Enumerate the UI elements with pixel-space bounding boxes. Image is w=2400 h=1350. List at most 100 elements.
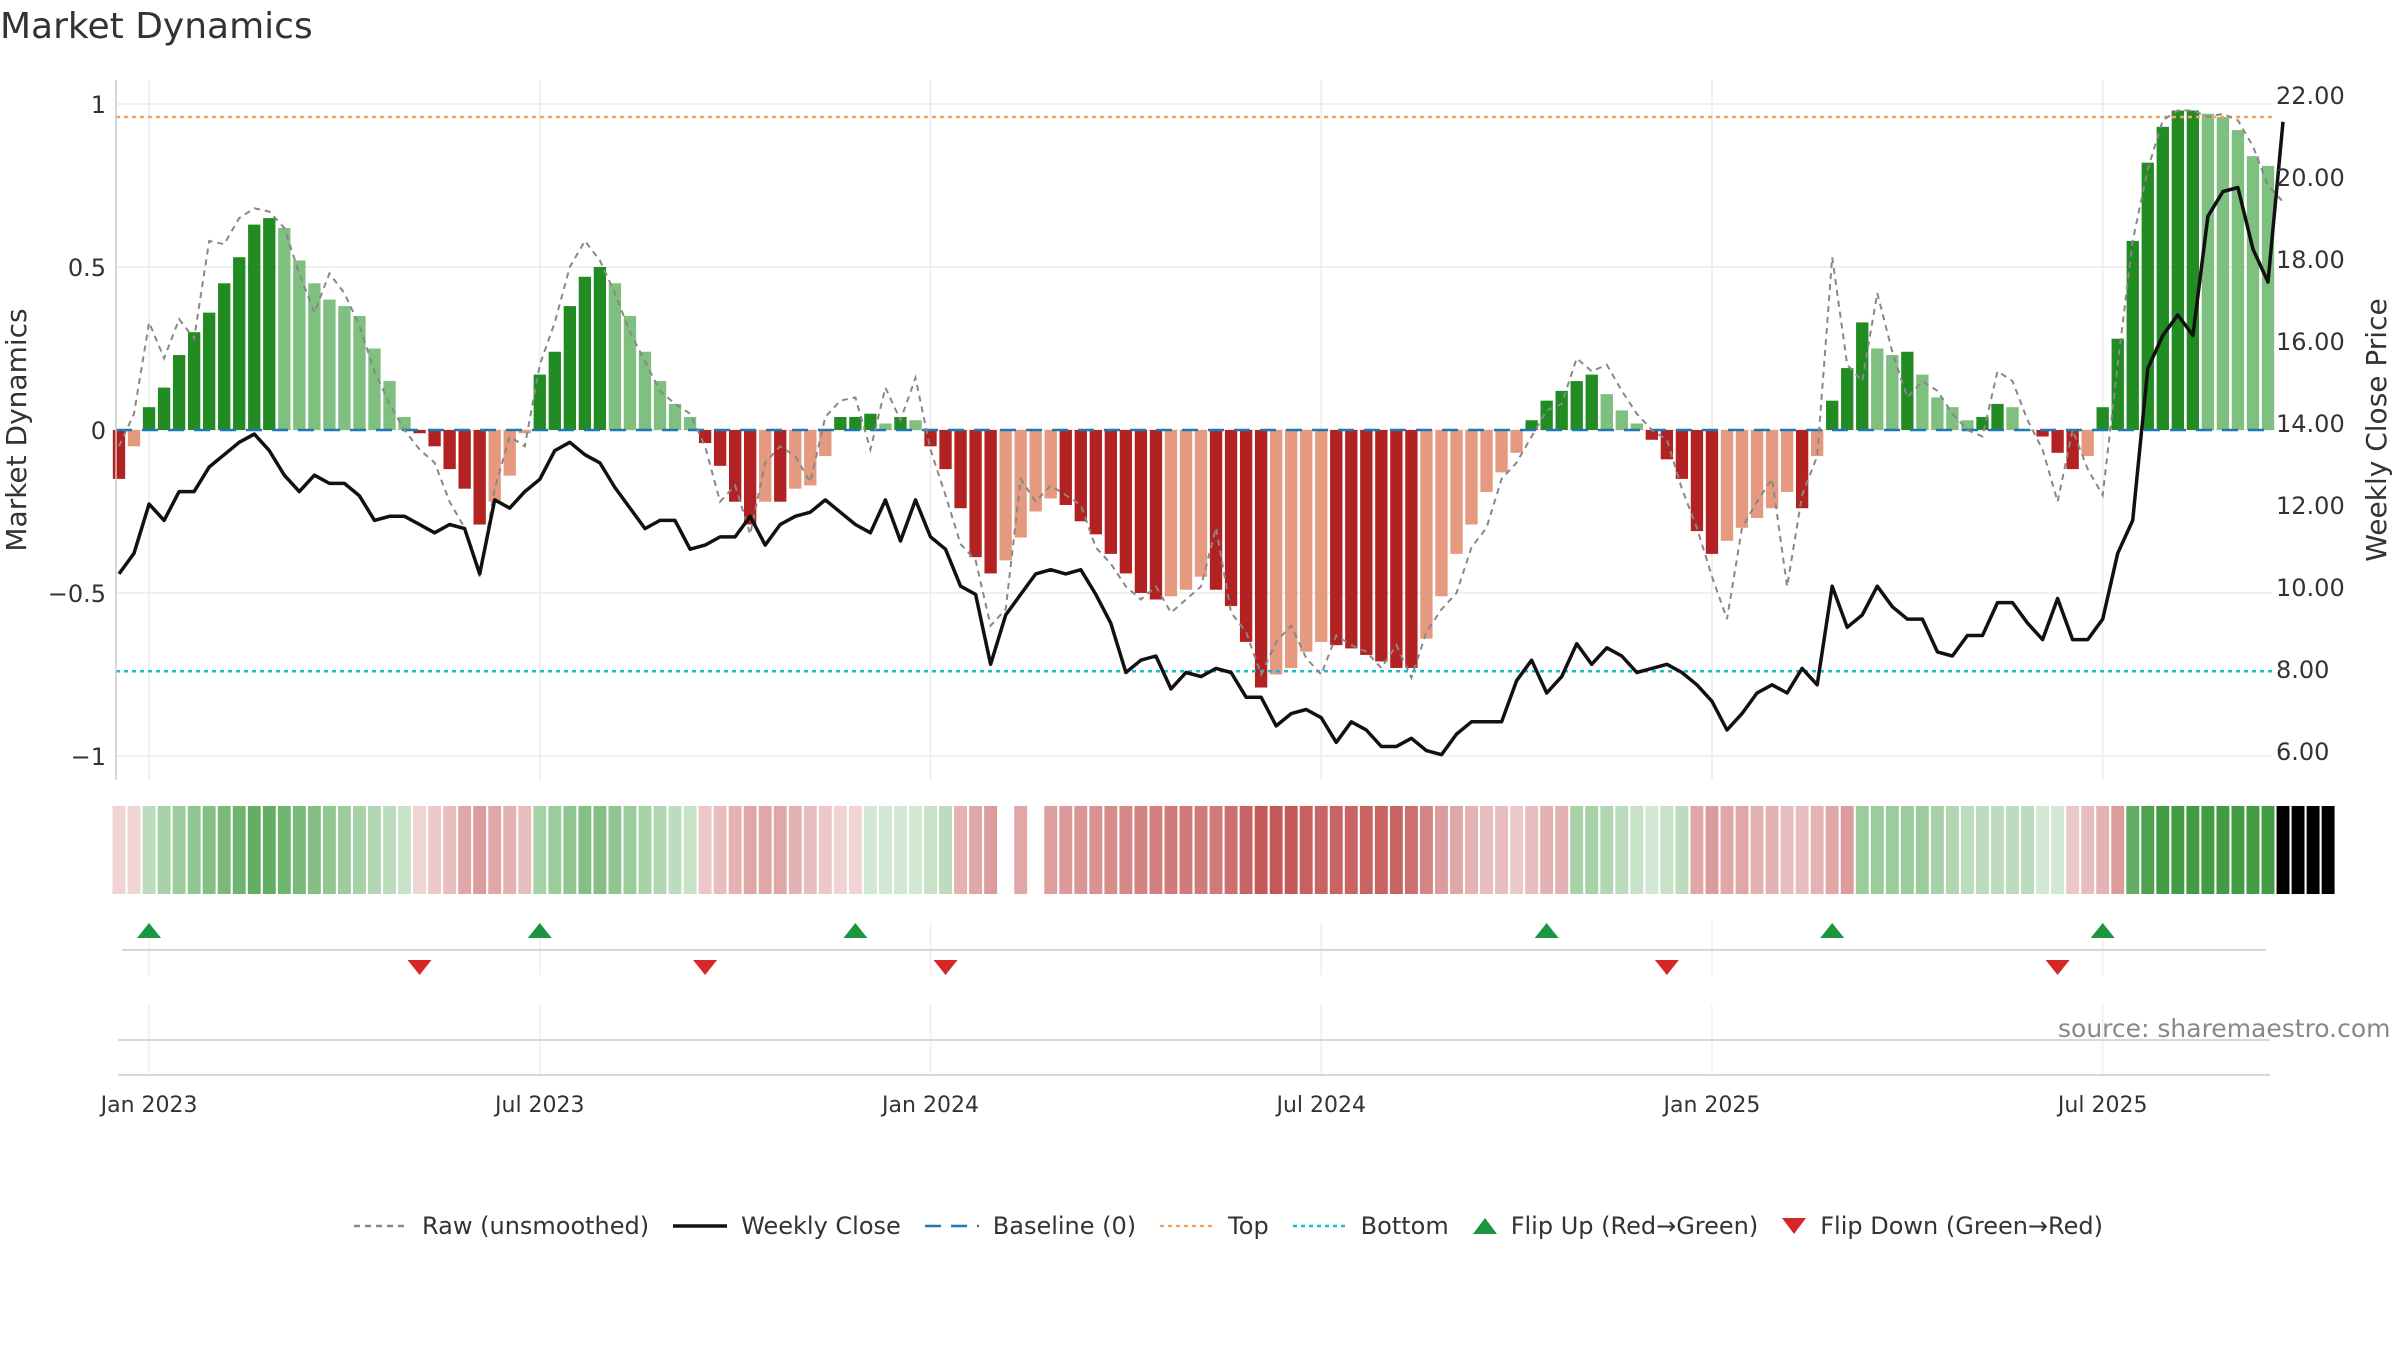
momentum-bar bbox=[398, 416, 411, 430]
reference-lines bbox=[116, 115, 2272, 673]
heatmap-cell bbox=[1930, 806, 1944, 894]
x-tick-label: Jul 2024 bbox=[1274, 1093, 1366, 1118]
momentum-bar bbox=[713, 430, 727, 466]
flip-down-marker bbox=[933, 960, 958, 975]
heatmap-cell bbox=[292, 806, 306, 894]
momentum-bar bbox=[1810, 430, 1824, 457]
momentum-bar bbox=[1239, 430, 1253, 642]
momentum-bar bbox=[2231, 130, 2245, 430]
chart-title: Market Dynamics bbox=[0, 6, 313, 47]
momentum-bar bbox=[924, 430, 937, 447]
flip-up-marker bbox=[527, 923, 552, 938]
momentum-bar bbox=[533, 374, 546, 430]
raw-series bbox=[118, 109, 2284, 681]
heatmap-cell bbox=[1870, 806, 1884, 894]
momentum-bar bbox=[1765, 430, 1779, 509]
momentum-bar bbox=[954, 430, 967, 509]
momentum-bar bbox=[1961, 420, 1974, 430]
momentum-bar bbox=[819, 430, 832, 457]
heatmap-cell bbox=[2306, 806, 2320, 894]
heatmap-cell bbox=[2276, 806, 2290, 894]
heatmap-cell bbox=[563, 806, 577, 894]
source-note: source: sharemaestro.com bbox=[2058, 1014, 2391, 1043]
heatmap-cell bbox=[818, 806, 832, 894]
right-tick-label: 18.00 bbox=[2276, 246, 2345, 274]
heatmap-cell bbox=[578, 806, 592, 894]
momentum-bar bbox=[879, 423, 892, 430]
momentum-bar bbox=[1750, 430, 1764, 519]
heatmap-cell bbox=[2231, 806, 2245, 894]
momentum-bar bbox=[1916, 374, 1929, 430]
momentum-bar bbox=[744, 430, 757, 525]
heatmap-cell bbox=[2036, 806, 2050, 894]
heatmap-cell bbox=[1976, 806, 1989, 894]
legend-triangle-up bbox=[1472, 1218, 1497, 1234]
momentum-bar bbox=[1345, 430, 1358, 649]
heatmap-cell bbox=[1900, 806, 1914, 894]
chart-legend: Raw (unsmoothed) Weekly Close Baseline (0)… bbox=[352, 1206, 2125, 1246]
left-axis-label: Market Dynamics bbox=[0, 308, 33, 551]
heatmap-cell bbox=[1329, 806, 1343, 894]
momentum-bar bbox=[2216, 117, 2230, 430]
axes: 1 0.5 0 −0.5 −1 22.00 20.00 18.00 16.00 14.00 12.0… bbox=[0, 80, 2393, 780]
heatmap-cell bbox=[157, 806, 171, 894]
raw-line bbox=[118, 109, 2284, 681]
heatmap-cell bbox=[728, 806, 742, 894]
momentum-bar bbox=[1585, 374, 1598, 430]
legend-item: Top bbox=[1158, 1212, 1269, 1240]
heatmap-cell bbox=[1720, 806, 1734, 894]
heatmap-cell bbox=[1314, 806, 1328, 894]
momentum-bar bbox=[1269, 430, 1283, 675]
momentum-bar bbox=[1390, 430, 1403, 668]
momentum-bar bbox=[142, 407, 156, 430]
momentum-bar bbox=[2246, 156, 2260, 430]
heatmap-cell bbox=[2201, 806, 2215, 894]
heatmap-cell bbox=[217, 806, 231, 894]
price-series bbox=[117, 121, 2285, 757]
heatmap-cell bbox=[1119, 806, 1133, 894]
heatmap-cell bbox=[1359, 806, 1373, 894]
heatmap-cell bbox=[1209, 806, 1223, 894]
momentum-bar bbox=[2141, 162, 2154, 430]
heatmap-cell bbox=[969, 806, 983, 894]
heatmap-cell bbox=[1434, 806, 1448, 894]
heatmap-cell bbox=[398, 806, 411, 894]
right-tick-label: 6.00 bbox=[2276, 738, 2329, 766]
momentum-bar bbox=[1375, 430, 1388, 662]
heatmap-cell bbox=[2006, 806, 2019, 894]
legend-label: Flip Down (Green→Red) bbox=[1820, 1212, 2103, 1240]
heatmap-cell bbox=[593, 806, 607, 894]
heatmap-cell bbox=[1059, 806, 1073, 894]
momentum-bar bbox=[1675, 430, 1689, 479]
legend-label: Baseline (0) bbox=[992, 1212, 1137, 1240]
heatmap-cell bbox=[1660, 806, 1674, 894]
momentum-bar bbox=[2066, 430, 2079, 470]
heatmap-cell bbox=[743, 806, 757, 894]
momentum-bar bbox=[2111, 338, 2124, 430]
momentum-bar bbox=[1059, 430, 1072, 505]
heatmap-cell bbox=[232, 806, 246, 894]
heatmap-cell bbox=[2141, 806, 2155, 894]
momentum-bar bbox=[1645, 430, 1659, 440]
momentum-bar bbox=[1029, 430, 1042, 512]
x-axis: Jan 2023 Jul 2023 Jan 2024 Jul 2024 Jan 2025… bbox=[99, 1005, 2270, 1118]
flip-down-marker bbox=[407, 960, 432, 975]
heatmap-cell bbox=[1525, 806, 1539, 894]
momentum-bar bbox=[368, 348, 381, 430]
heatmap-cell bbox=[668, 806, 682, 894]
heatmap-cell bbox=[1765, 806, 1779, 894]
heatmap-cell bbox=[1299, 806, 1313, 894]
heatmap-cell bbox=[383, 806, 396, 894]
momentum-bar bbox=[909, 420, 922, 430]
momentum-bar bbox=[263, 218, 276, 430]
heatmap-cell bbox=[1645, 806, 1659, 894]
momentum-bar bbox=[1525, 420, 1538, 430]
momentum-bar bbox=[2261, 165, 2275, 430]
heatmap-cell bbox=[1419, 806, 1433, 894]
momentum-bar bbox=[518, 430, 531, 434]
right-tick-label: 10.00 bbox=[2276, 574, 2345, 602]
momentum-bar bbox=[608, 283, 622, 430]
momentum-bar bbox=[969, 430, 982, 558]
momentum-bar bbox=[1149, 430, 1163, 600]
momentum-bar bbox=[2081, 430, 2094, 457]
